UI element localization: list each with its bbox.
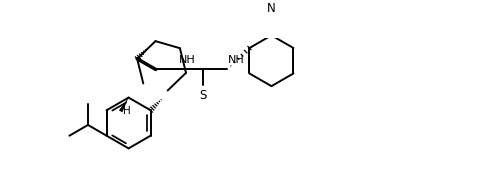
Text: H: H	[123, 106, 131, 116]
Text: N: N	[267, 2, 276, 15]
Text: NH: NH	[179, 55, 196, 65]
Text: S: S	[200, 89, 207, 102]
Polygon shape	[270, 18, 274, 35]
Text: NH: NH	[228, 55, 245, 65]
Polygon shape	[119, 98, 129, 112]
